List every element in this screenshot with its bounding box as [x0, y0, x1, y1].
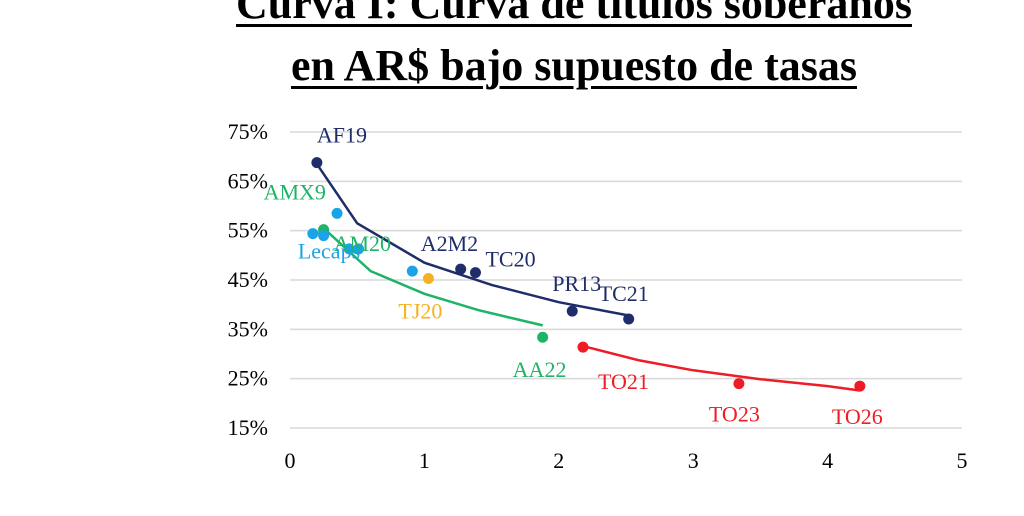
data-point-lightblue: [307, 228, 319, 240]
data-point-navy: [566, 305, 578, 317]
point-label: A2M2: [421, 231, 478, 256]
data-point-navy: [455, 263, 467, 275]
x-tick-label: 2: [553, 448, 564, 473]
x-tick-label: 4: [822, 448, 833, 473]
point-label: TC20: [485, 247, 535, 272]
data-point-lightblue: [406, 265, 418, 277]
x-tick-label: 1: [419, 448, 430, 473]
data-point-lightblue: [353, 243, 365, 255]
point-label: TJ20: [398, 299, 442, 324]
point-label: TO23: [709, 402, 760, 427]
data-point-lightblue: [343, 243, 355, 255]
y-tick-label: 75%: [228, 119, 268, 144]
x-tick-label: 3: [688, 448, 699, 473]
y-tick-label: 15%: [228, 415, 268, 440]
data-point-orange: [422, 273, 434, 285]
data-point-red: [577, 341, 589, 353]
data-point-green: [537, 331, 549, 343]
data-point-red: [854, 380, 866, 392]
data-point-navy: [311, 157, 323, 169]
data-points: [307, 157, 866, 392]
axis-tick-labels: 15% 25% 35% 45% 55% 65% 75% 0 1 2 3 4 5: [228, 119, 968, 473]
point-label: TC21: [599, 281, 649, 306]
y-tick-label: 45%: [228, 267, 268, 292]
point-label: AA22: [513, 357, 567, 382]
data-point-lightblue: [318, 230, 330, 242]
trendline-green: [322, 227, 543, 327]
chart-title-line-2: en AR$ bajo supuesto de tasas: [291, 41, 857, 90]
chart-title-line-1: Curva I: Curva de títulos soberanos: [236, 0, 912, 28]
data-point-red: [733, 378, 745, 390]
point-label: PR13: [552, 271, 601, 296]
point-label: AM20: [334, 231, 391, 256]
y-tick-label: 35%: [228, 316, 268, 341]
data-point-navy: [469, 267, 481, 279]
point-label: TO21: [598, 369, 649, 394]
data-point-navy: [623, 313, 635, 325]
y-tick-label: 55%: [228, 218, 268, 243]
x-tick-label: 5: [957, 448, 968, 473]
y-tick-label: 25%: [228, 366, 268, 391]
trendline-red: [582, 344, 861, 392]
point-label: AMX9: [264, 180, 326, 205]
y-tick-label: 65%: [228, 168, 268, 193]
gridlines: [290, 131, 962, 429]
point-label: TO26: [832, 404, 883, 429]
point-label: Lecaps: [298, 239, 360, 264]
data-point-lightblue: [331, 207, 343, 219]
point-label: AF19: [317, 123, 367, 148]
x-tick-label: 0: [285, 448, 296, 473]
